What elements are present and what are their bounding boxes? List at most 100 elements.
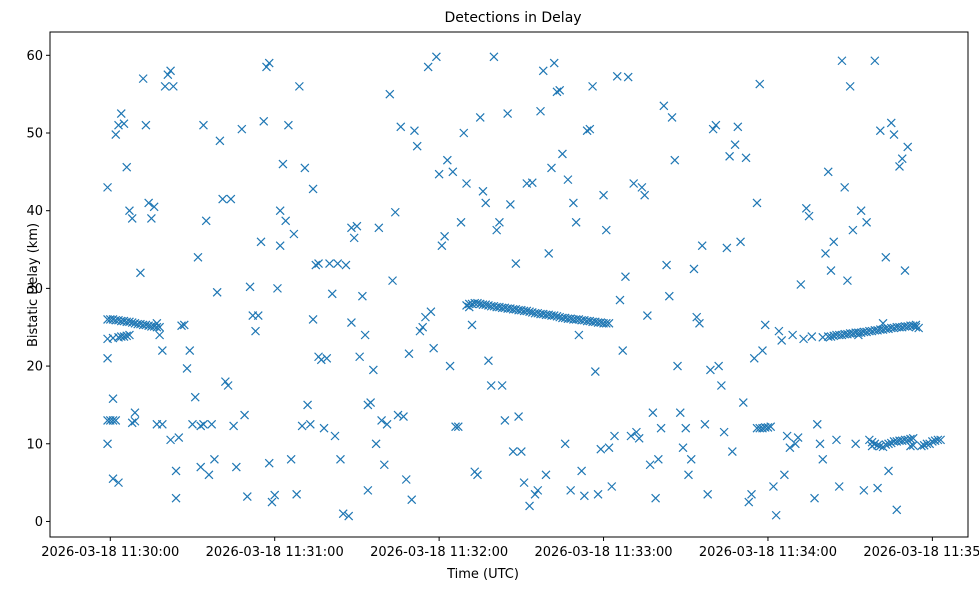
data-point (152, 318, 162, 328)
data-point (166, 435, 175, 445)
y-tick-label: 50 (26, 127, 43, 142)
data-point (368, 365, 378, 375)
data-point (834, 482, 844, 491)
data-point (393, 410, 403, 420)
data-point (352, 221, 362, 231)
data-point (251, 326, 260, 336)
data-point (188, 419, 197, 429)
data-point (631, 427, 641, 437)
data-point (755, 79, 765, 89)
data-point (908, 321, 918, 331)
data-point (736, 237, 745, 247)
data-point (196, 421, 206, 431)
data-point (873, 483, 882, 493)
x-tick-label: 2026-03-18 11:31:00 (206, 545, 344, 560)
data-point (774, 326, 784, 336)
data-point (536, 106, 545, 116)
data-point (527, 178, 537, 188)
data-point (832, 435, 841, 445)
data-point (245, 282, 255, 292)
data-point (125, 330, 134, 340)
data-point (634, 433, 644, 443)
data-point (357, 291, 367, 301)
data-point (733, 122, 743, 132)
data-point (911, 322, 921, 332)
data-point (286, 454, 296, 464)
data-point (747, 489, 756, 499)
data-point (201, 216, 211, 226)
data-point (623, 72, 633, 82)
data-points (103, 52, 946, 521)
data-point (796, 280, 806, 289)
data-point (933, 435, 943, 445)
data-point (127, 318, 137, 327)
data-point (108, 416, 118, 425)
data-point (610, 431, 619, 441)
data-point (579, 491, 589, 501)
data-point (538, 66, 548, 76)
data-point (829, 237, 839, 247)
data-point (566, 485, 576, 495)
data-point (599, 190, 608, 200)
data-point (294, 81, 304, 91)
y-axis-ticks: 0 10 20 30 40 50 60 (26, 49, 50, 530)
data-point (325, 259, 334, 268)
data-point (593, 489, 603, 499)
data-point (708, 124, 718, 134)
x-tick-label: 2026-03-18 11:34:00 (699, 545, 837, 560)
data-point (442, 155, 452, 165)
data-point (171, 493, 181, 503)
data-point (552, 87, 562, 97)
data-point (484, 356, 493, 366)
data-point (922, 439, 932, 449)
data-point (429, 343, 439, 353)
data-point (382, 419, 392, 429)
data-point (319, 423, 329, 433)
data-point (199, 120, 208, 130)
data-point (193, 252, 203, 262)
data-point (897, 154, 907, 164)
data-point (656, 423, 666, 433)
data-point (711, 120, 721, 130)
data-point (308, 184, 318, 194)
data-point (686, 454, 696, 464)
data-point (259, 116, 269, 126)
data-point (818, 454, 828, 464)
data-point (492, 225, 502, 235)
data-point (494, 217, 504, 227)
data-point (845, 81, 855, 91)
data-point (684, 470, 693, 480)
data-point (377, 416, 387, 425)
data-point (900, 266, 910, 275)
y-tick-label: 20 (26, 360, 43, 375)
data-point (856, 206, 866, 216)
data-point (744, 497, 754, 507)
x-tick-label: 2026-03-18 11:30:00 (41, 545, 179, 560)
data-point (108, 394, 118, 404)
data-point (908, 440, 918, 450)
data-point (218, 194, 228, 204)
data-point (651, 493, 661, 503)
data-point (278, 159, 288, 169)
data-point (867, 437, 877, 447)
data-point (431, 52, 441, 62)
data-point (788, 330, 798, 340)
data-point (604, 318, 614, 328)
data-point (146, 214, 156, 223)
data-point (127, 418, 137, 428)
data-point (843, 276, 852, 286)
data-point (270, 490, 280, 500)
data-point (629, 179, 639, 188)
data-point (229, 421, 239, 431)
data-point (240, 410, 249, 420)
data-point (637, 182, 647, 192)
data-point (697, 241, 707, 251)
data-point (552, 311, 562, 321)
data-point (125, 206, 134, 216)
y-tick-label: 60 (26, 49, 43, 64)
data-point (160, 81, 170, 91)
data-point (508, 447, 518, 456)
data-point (190, 392, 200, 402)
data-point (588, 81, 598, 91)
